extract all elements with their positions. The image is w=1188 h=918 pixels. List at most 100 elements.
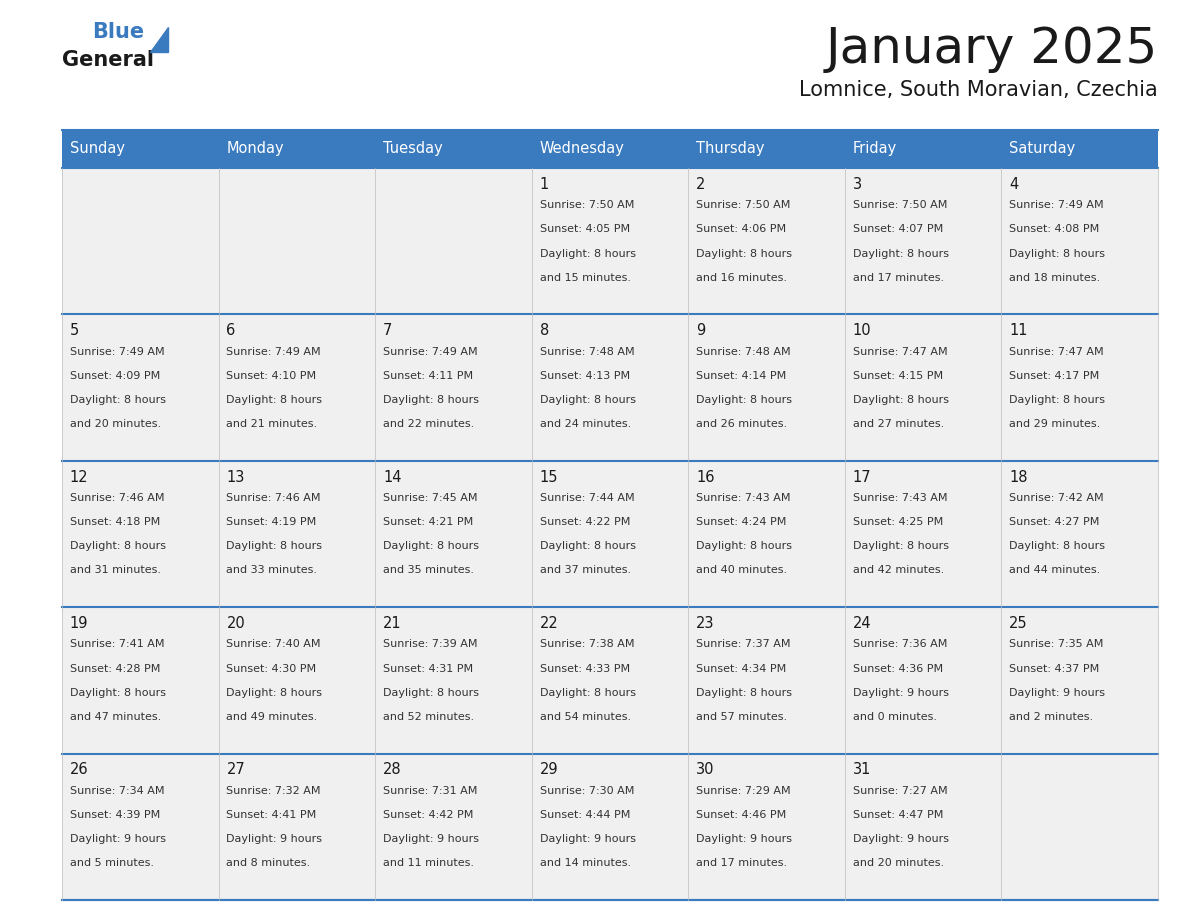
Text: and 5 minutes.: and 5 minutes.: [70, 858, 153, 868]
Text: Sunrise: 7:39 AM: Sunrise: 7:39 AM: [383, 640, 478, 649]
Text: 24: 24: [853, 616, 871, 631]
Text: Sunrise: 7:50 AM: Sunrise: 7:50 AM: [539, 200, 634, 210]
Bar: [375, 130, 532, 168]
Text: Sunrise: 7:50 AM: Sunrise: 7:50 AM: [853, 200, 947, 210]
Bar: [1001, 461, 1158, 607]
Text: Sunset: 4:21 PM: Sunset: 4:21 PM: [383, 517, 473, 527]
Text: 17: 17: [853, 470, 871, 485]
Text: Sunrise: 7:49 AM: Sunrise: 7:49 AM: [383, 347, 478, 356]
Text: Sunset: 4:10 PM: Sunset: 4:10 PM: [227, 371, 316, 381]
Text: Sunset: 4:13 PM: Sunset: 4:13 PM: [539, 371, 630, 381]
Text: Saturday: Saturday: [1010, 141, 1075, 156]
Bar: [375, 754, 532, 900]
Bar: [532, 607, 688, 754]
Text: Sunset: 4:14 PM: Sunset: 4:14 PM: [696, 371, 786, 381]
Text: Sunrise: 7:49 AM: Sunrise: 7:49 AM: [70, 347, 164, 356]
Text: and 17 minutes.: and 17 minutes.: [853, 273, 943, 283]
Bar: [62, 607, 219, 754]
Text: Daylight: 8 hours: Daylight: 8 hours: [853, 249, 949, 259]
Text: and 40 minutes.: and 40 minutes.: [696, 565, 788, 576]
Text: 8: 8: [539, 323, 549, 338]
Text: Daylight: 9 hours: Daylight: 9 hours: [1010, 688, 1105, 698]
Text: Daylight: 9 hours: Daylight: 9 hours: [383, 834, 479, 845]
Text: Sunrise: 7:30 AM: Sunrise: 7:30 AM: [539, 786, 634, 796]
Text: Sunrise: 7:34 AM: Sunrise: 7:34 AM: [70, 786, 164, 796]
Text: Sunset: 4:30 PM: Sunset: 4:30 PM: [227, 664, 316, 674]
Text: Sunset: 4:25 PM: Sunset: 4:25 PM: [853, 517, 943, 527]
Text: Sunrise: 7:27 AM: Sunrise: 7:27 AM: [853, 786, 947, 796]
Text: 5: 5: [70, 323, 80, 338]
Text: Daylight: 9 hours: Daylight: 9 hours: [853, 688, 949, 698]
Text: Sunrise: 7:49 AM: Sunrise: 7:49 AM: [1010, 200, 1104, 210]
Bar: [845, 130, 1001, 168]
Text: Daylight: 9 hours: Daylight: 9 hours: [539, 834, 636, 845]
Text: and 49 minutes.: and 49 minutes.: [227, 711, 317, 722]
Text: Daylight: 8 hours: Daylight: 8 hours: [70, 395, 166, 405]
Bar: [62, 130, 219, 168]
Text: Daylight: 8 hours: Daylight: 8 hours: [1010, 395, 1105, 405]
Bar: [688, 314, 845, 461]
Text: Sunset: 4:22 PM: Sunset: 4:22 PM: [539, 517, 630, 527]
Bar: [62, 168, 219, 314]
Text: Sunset: 4:17 PM: Sunset: 4:17 PM: [1010, 371, 1100, 381]
Text: 14: 14: [383, 470, 402, 485]
Bar: [219, 168, 375, 314]
Text: Daylight: 9 hours: Daylight: 9 hours: [227, 834, 322, 845]
Text: Sunrise: 7:47 AM: Sunrise: 7:47 AM: [853, 347, 947, 356]
Text: Thursday: Thursday: [696, 141, 765, 156]
Bar: [1001, 168, 1158, 314]
Text: Sunset: 4:06 PM: Sunset: 4:06 PM: [696, 224, 786, 234]
Polygon shape: [150, 27, 168, 52]
Text: Sunset: 4:07 PM: Sunset: 4:07 PM: [853, 224, 943, 234]
Text: Daylight: 8 hours: Daylight: 8 hours: [696, 249, 792, 259]
Text: Sunrise: 7:42 AM: Sunrise: 7:42 AM: [1010, 493, 1104, 503]
Text: and 11 minutes.: and 11 minutes.: [383, 858, 474, 868]
Text: Sunrise: 7:48 AM: Sunrise: 7:48 AM: [539, 347, 634, 356]
Text: Sunset: 4:08 PM: Sunset: 4:08 PM: [1010, 224, 1100, 234]
Text: and 27 minutes.: and 27 minutes.: [853, 420, 944, 429]
Text: Sunset: 4:44 PM: Sunset: 4:44 PM: [539, 810, 630, 820]
Text: Daylight: 8 hours: Daylight: 8 hours: [696, 688, 792, 698]
Text: 9: 9: [696, 323, 706, 338]
Bar: [219, 754, 375, 900]
Text: Tuesday: Tuesday: [383, 141, 443, 156]
Bar: [688, 130, 845, 168]
Text: Sunset: 4:46 PM: Sunset: 4:46 PM: [696, 810, 786, 820]
Text: 15: 15: [539, 470, 558, 485]
Bar: [845, 168, 1001, 314]
Text: 31: 31: [853, 762, 871, 778]
Text: Daylight: 8 hours: Daylight: 8 hours: [539, 688, 636, 698]
Text: Daylight: 8 hours: Daylight: 8 hours: [539, 249, 636, 259]
Text: Sunset: 4:39 PM: Sunset: 4:39 PM: [70, 810, 160, 820]
Text: Daylight: 8 hours: Daylight: 8 hours: [1010, 542, 1105, 552]
Bar: [688, 461, 845, 607]
Text: 26: 26: [70, 762, 88, 778]
Text: Daylight: 9 hours: Daylight: 9 hours: [70, 834, 166, 845]
Text: Sunrise: 7:37 AM: Sunrise: 7:37 AM: [696, 640, 791, 649]
Text: and 2 minutes.: and 2 minutes.: [1010, 711, 1093, 722]
Text: Blue: Blue: [91, 22, 144, 42]
Bar: [375, 607, 532, 754]
Text: Sunrise: 7:31 AM: Sunrise: 7:31 AM: [383, 786, 478, 796]
Text: Sunset: 4:33 PM: Sunset: 4:33 PM: [539, 664, 630, 674]
Text: Sunrise: 7:43 AM: Sunrise: 7:43 AM: [696, 493, 791, 503]
Text: and 26 minutes.: and 26 minutes.: [696, 420, 788, 429]
Text: Daylight: 8 hours: Daylight: 8 hours: [1010, 249, 1105, 259]
Text: 3: 3: [853, 177, 861, 192]
Bar: [845, 314, 1001, 461]
Text: Sunday: Sunday: [70, 141, 125, 156]
Text: Sunrise: 7:50 AM: Sunrise: 7:50 AM: [696, 200, 790, 210]
Text: General: General: [62, 50, 154, 70]
Text: and 57 minutes.: and 57 minutes.: [696, 711, 788, 722]
Bar: [62, 754, 219, 900]
Text: and 47 minutes.: and 47 minutes.: [70, 711, 162, 722]
Text: 29: 29: [539, 762, 558, 778]
Text: 23: 23: [696, 616, 715, 631]
Text: and 31 minutes.: and 31 minutes.: [70, 565, 160, 576]
Text: 28: 28: [383, 762, 402, 778]
Text: and 22 minutes.: and 22 minutes.: [383, 420, 474, 429]
Text: and 8 minutes.: and 8 minutes.: [227, 858, 310, 868]
Text: Sunset: 4:05 PM: Sunset: 4:05 PM: [539, 224, 630, 234]
Text: 22: 22: [539, 616, 558, 631]
Text: Lomnice, South Moravian, Czechia: Lomnice, South Moravian, Czechia: [800, 80, 1158, 100]
